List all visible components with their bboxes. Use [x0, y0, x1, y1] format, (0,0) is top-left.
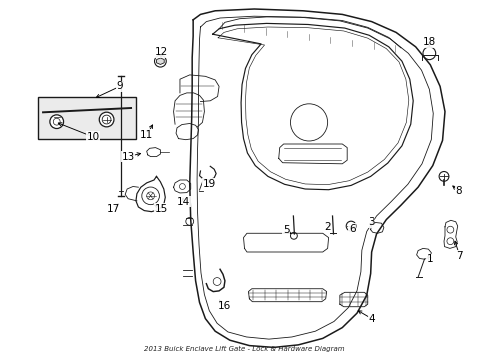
Text: 9: 9 [116, 81, 123, 91]
Text: 5: 5 [282, 225, 289, 235]
Text: 4: 4 [367, 314, 374, 324]
Text: 16: 16 [217, 301, 230, 311]
Text: 10: 10 [86, 132, 99, 142]
Text: 17: 17 [106, 204, 120, 214]
Text: 2013 Buick Enclave Lift Gate - Lock & Hardware Diagram: 2013 Buick Enclave Lift Gate - Lock & Ha… [144, 346, 344, 352]
Text: 13: 13 [121, 152, 135, 162]
Circle shape [50, 115, 63, 129]
Polygon shape [156, 58, 164, 64]
Text: 15: 15 [154, 204, 168, 214]
Text: 19: 19 [202, 179, 216, 189]
Text: 12: 12 [154, 47, 168, 57]
Text: 11: 11 [140, 130, 153, 140]
Text: 14: 14 [176, 197, 190, 207]
Circle shape [438, 171, 448, 181]
Text: 3: 3 [367, 217, 374, 228]
Circle shape [99, 112, 114, 127]
Text: 2: 2 [324, 222, 330, 232]
Bar [38, 97, 136, 139]
Text: 6: 6 [348, 224, 355, 234]
Text: 18: 18 [422, 37, 435, 48]
Text: 1: 1 [426, 254, 433, 264]
Text: 7: 7 [455, 251, 462, 261]
Text: 8: 8 [454, 186, 461, 196]
Circle shape [422, 47, 435, 60]
Circle shape [154, 55, 166, 67]
